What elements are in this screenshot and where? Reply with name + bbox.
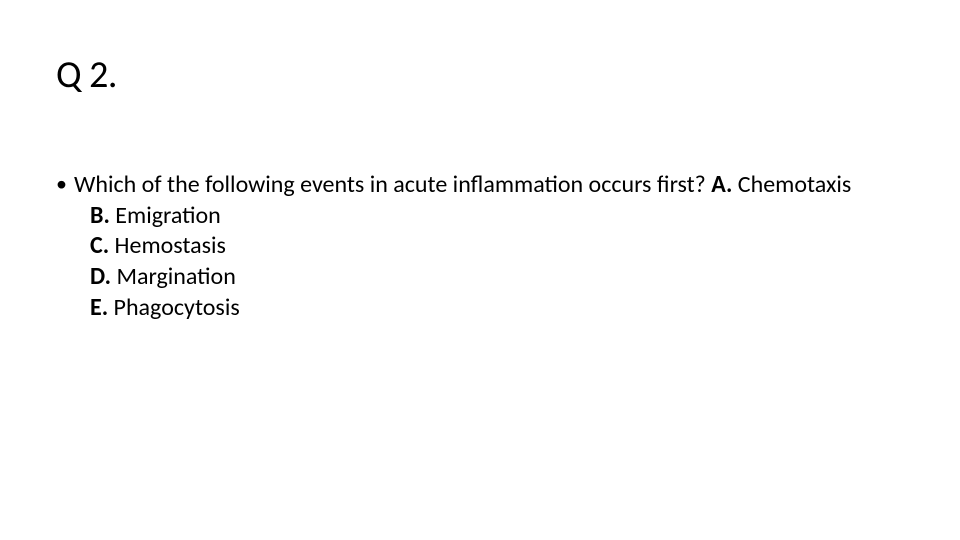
option-row: E. Phagocytosis (74, 293, 904, 324)
question-stem: Which of the following events in acute i… (74, 170, 711, 199)
option-text: Hemostasis (109, 231, 226, 260)
option-label: B. (90, 201, 110, 230)
option-text: Emigration (110, 201, 221, 230)
option-text: Phagocytosis (108, 293, 240, 322)
option-label: D. (90, 262, 111, 291)
option-label: E. (90, 293, 108, 322)
option-label: C. (90, 231, 109, 260)
slide-title: Q 2. (56, 52, 117, 98)
slide: Q 2. • Which of the following events in … (0, 0, 960, 540)
option-row: D. Margination (74, 262, 904, 293)
bullet-icon: • (56, 170, 74, 199)
option-a-label: A. (711, 170, 732, 199)
option-row: C. Hemostasis (74, 231, 904, 262)
bullet-text: Which of the following events in acute i… (74, 170, 904, 324)
bullet-item: • Which of the following events in acute… (56, 170, 904, 324)
question-body: • Which of the following events in acute… (56, 170, 904, 324)
option-a-text: Chemotaxis (732, 170, 851, 199)
option-text: Margination (111, 262, 236, 291)
option-row: B. Emigration (74, 201, 904, 232)
